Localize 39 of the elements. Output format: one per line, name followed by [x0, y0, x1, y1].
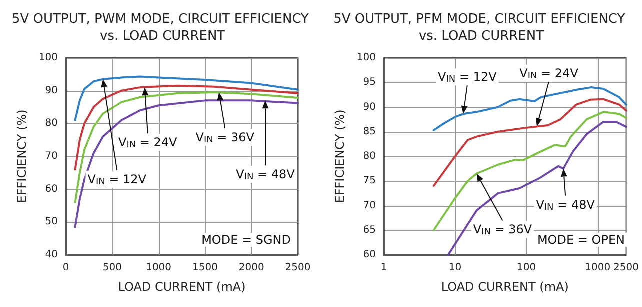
x-tick-label: 1000 — [146, 262, 172, 274]
y-tick-label: 100 — [38, 52, 58, 64]
y-tick-label: 50 — [45, 216, 58, 228]
y-axis-title: EFFICIENCY (%) — [333, 110, 347, 204]
y-tick-label: 95 — [363, 77, 376, 88]
line-series — [74, 76, 299, 122]
line-series — [74, 91, 299, 204]
chart-title: 5V OUTPUT, PFM MODE, CIRCUIT EFFICIENCY vs. LOAD CURRENT — [334, 12, 630, 44]
y-tick-label: 85 — [363, 126, 376, 138]
y-tick-label: 60 — [45, 184, 58, 195]
y-tick-label: 100 — [356, 52, 376, 64]
y-tick-label: 75 — [363, 176, 376, 187]
y-tick-label: 90 — [45, 85, 58, 96]
x-tick-label: 2000 — [238, 262, 264, 274]
x-tick-label: 500 — [102, 262, 122, 274]
x-tick-label: 100 — [517, 262, 536, 274]
x-axis-title: LOAD CURRENT (mA) — [118, 280, 246, 294]
line-series — [74, 100, 299, 228]
y-tick-label: 70 — [363, 200, 376, 212]
annotation: MODE = OPEN — [537, 233, 625, 247]
y-tick-label: 80 — [363, 151, 376, 162]
x-tick-label: 10 — [448, 262, 462, 274]
y-tick-label: 40 — [45, 250, 58, 260]
y-tick-label: 60 — [363, 250, 376, 260]
annotation: MODE = SGND — [202, 233, 291, 247]
y-axis-title: EFFICIENCY (%) — [15, 110, 29, 204]
x-tick-label: 1000 — [585, 262, 611, 274]
line-series — [74, 84, 299, 171]
chart-title: 5V OUTPUT, PWM MODE, CIRCUIT EFFICIENCY vs. LOAD CURRENT — [12, 12, 310, 44]
x-tick-label: 2500 — [614, 262, 639, 274]
x-tick-label: 1 — [380, 262, 388, 274]
x-tick-label: 0 — [62, 262, 70, 274]
y-tick-label: 65 — [363, 224, 376, 236]
x-tick-label: 1500 — [192, 262, 218, 274]
x-tick-label: 2500 — [285, 262, 311, 274]
y-tick-label: 90 — [363, 102, 376, 113]
x-axis-title: LOAD CURRENT (mA) — [441, 280, 569, 294]
y-tick-label: 70 — [45, 151, 58, 162]
y-tick-label: 80 — [45, 118, 58, 130]
